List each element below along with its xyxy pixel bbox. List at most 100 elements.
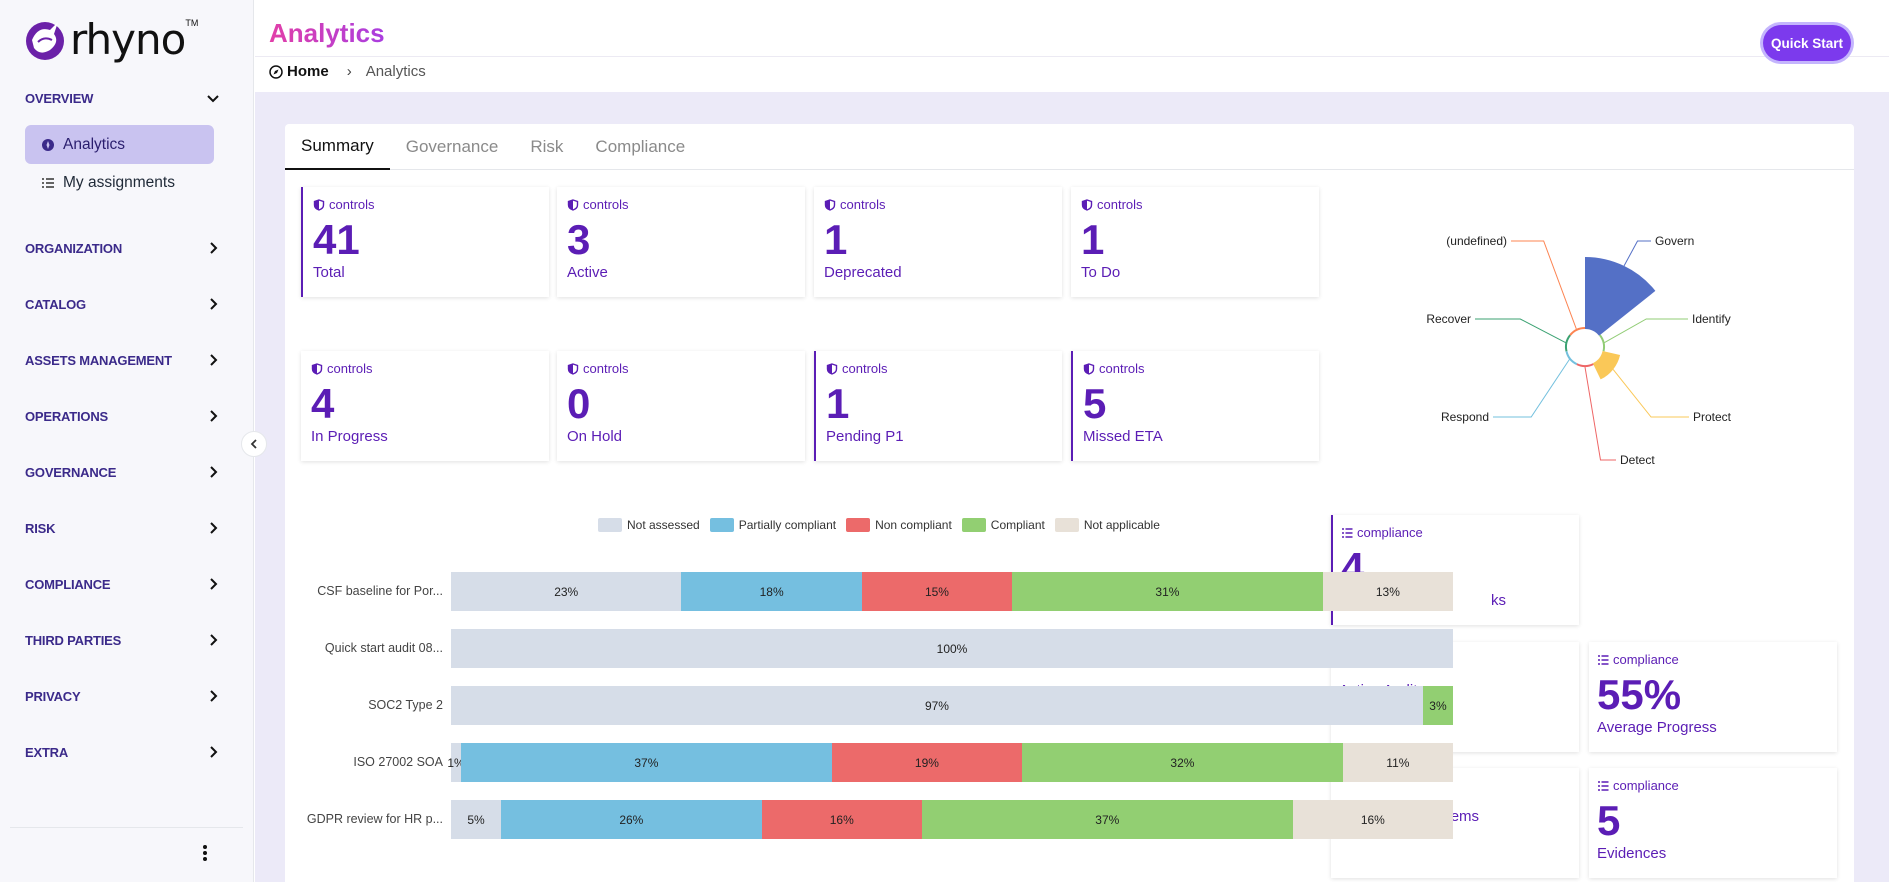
chevron-right-icon bbox=[210, 466, 218, 478]
chevron-down-icon bbox=[207, 95, 219, 103]
legend-item[interactable]: Compliant bbox=[961, 518, 1045, 532]
kpi-card-on-hold[interactable]: controls 0 On Hold bbox=[557, 351, 805, 461]
kpi-label: controls bbox=[311, 361, 539, 376]
brand-logo[interactable]: rhyno TM bbox=[24, 14, 198, 64]
tab-summary[interactable]: Summary bbox=[285, 124, 390, 170]
legend-item[interactable]: Not applicable bbox=[1054, 518, 1160, 532]
kpi-caption: To Do bbox=[1081, 264, 1121, 281]
dot bbox=[203, 845, 207, 849]
kpi-value: 3 bbox=[567, 216, 591, 263]
quick-start-button[interactable]: Quick Start bbox=[1763, 25, 1851, 61]
shield-icon bbox=[313, 198, 325, 211]
bar-segment[interactable]: 1% bbox=[447, 743, 465, 782]
bar-category-label: ISO 27002 SOA bbox=[353, 755, 443, 769]
legend-swatch bbox=[1054, 518, 1079, 532]
nav-section-privacy[interactable]: PRIVACY bbox=[25, 684, 221, 708]
polar-sector[interactable] bbox=[1565, 351, 1578, 366]
bar-segment[interactable]: 32% bbox=[1022, 743, 1343, 782]
polar-label: Identify bbox=[1692, 312, 1731, 326]
kpi-card-missed-eta[interactable]: controls 5 Missed ETA bbox=[1071, 351, 1319, 461]
nav-section-third-parties[interactable]: THIRD PARTIES bbox=[25, 628, 221, 652]
nav-section-operations[interactable]: OPERATIONS bbox=[25, 404, 221, 428]
collapse-sidebar-button[interactable] bbox=[241, 431, 267, 457]
nav-section-governance[interactable]: GOVERNANCE bbox=[25, 460, 221, 484]
shield-icon bbox=[567, 362, 579, 375]
polar-sector[interactable] bbox=[1585, 257, 1656, 336]
kpi-caption: Average Progress bbox=[1597, 719, 1717, 736]
kpi-card-pending-p1[interactable]: controls 1 Pending P1 bbox=[814, 351, 1062, 461]
tab-governance[interactable]: Governance bbox=[405, 137, 499, 156]
nav-section-label: RISK bbox=[25, 520, 56, 536]
nav-section-label: EXTRA bbox=[25, 744, 69, 760]
legend-item[interactable]: Partially compliant bbox=[709, 518, 836, 532]
breadcrumb-separator: › bbox=[346, 63, 352, 80]
bar-segment[interactable]: 16% bbox=[1292, 800, 1453, 839]
nav-section-extra[interactable]: EXTRA bbox=[25, 740, 221, 764]
kpi-card-total[interactable]: controls 41 Total bbox=[301, 187, 549, 297]
bar-category-label: SOC2 Type 2 bbox=[368, 698, 443, 712]
tab-compliance[interactable]: Compliance bbox=[595, 137, 686, 156]
kpi-label: compliance bbox=[1341, 525, 1571, 540]
bar-segment[interactable]: 26% bbox=[501, 800, 762, 839]
bar-segment[interactable]: 15% bbox=[861, 572, 1013, 611]
bar-segment[interactable]: 37% bbox=[461, 743, 832, 782]
kpi-card-deprecated[interactable]: controls 1 Deprecated bbox=[814, 187, 1062, 297]
bar-category-label: Quick start audit 08... bbox=[324, 641, 443, 655]
compliance-card-average-progress[interactable]: compliance 55% Average Progress bbox=[1589, 642, 1837, 752]
sidebar-item-analytics[interactable]: Analytics bbox=[25, 125, 214, 164]
bar-segment[interactable]: 16% bbox=[761, 800, 922, 839]
bar-segment[interactable]: 97% bbox=[451, 686, 1423, 725]
tab-risk[interactable]: Risk bbox=[530, 137, 564, 156]
more-options-button[interactable] bbox=[196, 842, 214, 864]
nav-section-catalog[interactable]: CATALOG bbox=[25, 292, 221, 316]
bar-segment[interactable]: 18% bbox=[681, 572, 862, 611]
kpi-label: controls bbox=[567, 197, 795, 212]
polar-sector[interactable] bbox=[1599, 334, 1605, 352]
kpi-caption: Deprecated bbox=[824, 264, 902, 281]
polar-sector[interactable] bbox=[1565, 334, 1571, 352]
breadcrumb-home-label: Home bbox=[287, 63, 329, 80]
polar-sector[interactable] bbox=[1569, 327, 1585, 336]
kpi-label: controls bbox=[1081, 197, 1309, 212]
polar-label: (undefined) bbox=[1446, 234, 1507, 248]
legend-item[interactable]: Non compliant bbox=[846, 518, 952, 532]
kpi-caption: On Hold bbox=[567, 428, 623, 445]
nav-section-assets-management[interactable]: ASSETS MANAGEMENT bbox=[25, 348, 221, 372]
bar-segment[interactable]: 5% bbox=[451, 800, 502, 839]
dot bbox=[203, 851, 207, 855]
polar-label: Govern bbox=[1655, 234, 1694, 248]
bar-segment[interactable]: 13% bbox=[1322, 572, 1453, 611]
polar-leader-line bbox=[1604, 318, 1688, 343]
bar-segment[interactable]: 31% bbox=[1012, 572, 1323, 611]
nav-section-organization[interactable]: ORGANIZATION bbox=[25, 236, 221, 260]
legend-label: Not applicable bbox=[1083, 518, 1160, 532]
bar-segment[interactable]: 37% bbox=[921, 800, 1293, 839]
chevron-left-icon bbox=[250, 439, 257, 449]
kpi-caption: Missed ETA bbox=[1083, 428, 1163, 445]
compass-icon bbox=[42, 138, 54, 151]
nav-section-label: OVERVIEW bbox=[25, 90, 94, 106]
compliance-card-evidences[interactable]: compliance 5 Evidences bbox=[1589, 768, 1837, 878]
nav-section-compliance[interactable]: COMPLIANCE bbox=[25, 572, 221, 596]
bar-segment[interactable]: 100% bbox=[451, 629, 1453, 668]
nav-section-overview[interactable]: OVERVIEW bbox=[25, 86, 221, 110]
kpi-value: 1 bbox=[826, 380, 850, 427]
kpi-card-to-do[interactable]: controls 1 To Do bbox=[1071, 187, 1319, 297]
kpi-value: 5 bbox=[1597, 797, 1621, 844]
kpi-card-in-progress[interactable]: controls 4 In Progress bbox=[301, 351, 549, 461]
kpi-card-active[interactable]: controls 3 Active bbox=[557, 187, 805, 297]
sidebar-divider bbox=[10, 827, 243, 828]
dot bbox=[203, 857, 207, 861]
bar-segment[interactable]: 23% bbox=[451, 572, 682, 611]
polar-sector[interactable] bbox=[1576, 363, 1594, 367]
breadcrumb-home[interactable]: Home bbox=[269, 63, 329, 80]
nav-section-risk[interactable]: RISK bbox=[25, 516, 221, 540]
bar-segment[interactable]: 19% bbox=[831, 743, 1023, 782]
sidebar-item-my-assignments[interactable]: My assignments bbox=[25, 163, 214, 202]
shield-icon bbox=[1081, 198, 1093, 211]
bar-segment[interactable]: 3% bbox=[1422, 686, 1453, 725]
polar-label: Detect bbox=[1620, 453, 1655, 467]
polar-sector[interactable] bbox=[1592, 351, 1621, 380]
bar-segment[interactable]: 11% bbox=[1342, 743, 1453, 782]
legend-item[interactable]: Not assessed bbox=[598, 518, 700, 532]
